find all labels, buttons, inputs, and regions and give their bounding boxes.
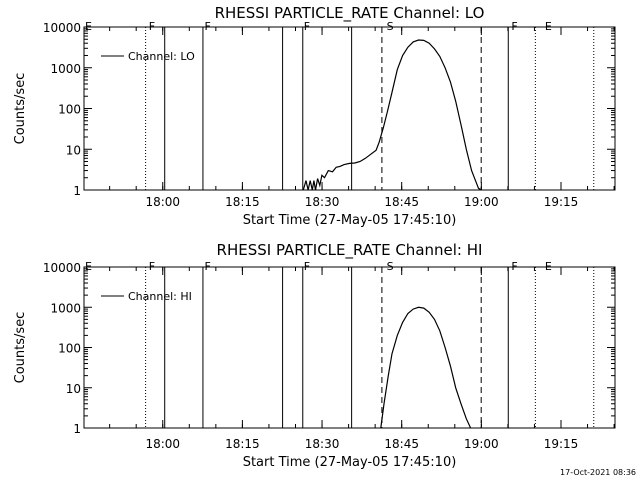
flag-label: F	[149, 260, 155, 273]
flag-label: F	[149, 20, 155, 33]
x-tick-label: 18:30	[305, 195, 340, 209]
legend-entry: Channel: HI	[128, 290, 192, 303]
y-tick-label: 10000	[43, 261, 81, 275]
y-axis-label: Counts/sec	[13, 312, 28, 384]
flag-label: F	[511, 20, 517, 33]
flag-label: S	[387, 20, 394, 33]
flag-label: E	[545, 20, 552, 33]
x-tick-label: 18:30	[305, 437, 340, 451]
chart-title: RHESSI PARTICLE_RATE Channel: HI	[217, 241, 483, 260]
y-tick-label: 100	[58, 342, 81, 356]
x-tick-label: 19:15	[544, 437, 579, 451]
flag-label: F	[204, 260, 210, 273]
y-tick-label: 10	[66, 143, 81, 157]
x-tick-label: 18:45	[384, 195, 419, 209]
x-tick-label: 18:45	[384, 437, 419, 451]
generation-timestamp: 17-Oct-2021 08:36	[560, 468, 636, 477]
flag-label: E	[85, 260, 92, 273]
flag-label: E	[545, 260, 552, 273]
flag-label: F	[304, 20, 310, 33]
x-tick-label: 18:00	[145, 437, 180, 451]
flag-label: F	[204, 20, 210, 33]
x-tick-label: 18:00	[145, 195, 180, 209]
y-tick-label: 1000	[50, 301, 81, 315]
y-tick-label: 1	[73, 422, 81, 436]
x-axis-label: Start Time (27-May-05 17:45:10)	[243, 213, 457, 228]
panel-channel-hi: RHESSI PARTICLE_RATE Channel: HI 1 10 100 10…	[13, 241, 616, 470]
series-line	[302, 39, 482, 191]
y-tick-label: 1000	[50, 62, 81, 76]
y-tick-label: 100	[58, 103, 81, 117]
flag-label: F	[304, 260, 310, 273]
flag-label: S	[387, 260, 394, 273]
panel-channel-lo: RHESSI PARTICLE_RATE Channel: LO 1 10 100 10…	[13, 4, 616, 228]
x-tick-label: 18:15	[225, 195, 260, 209]
legend-entry: Channel: LO	[128, 50, 195, 63]
x-tick-label: 18:15	[225, 437, 260, 451]
series-line	[380, 306, 472, 429]
x-axis-label: Start Time (27-May-05 17:45:10)	[243, 455, 457, 470]
chart-title: RHESSI PARTICLE_RATE Channel: LO	[215, 4, 485, 23]
y-tick-label: 10	[66, 382, 81, 396]
x-tick-label: 19:00	[464, 195, 499, 209]
x-tick-label: 19:00	[464, 437, 499, 451]
y-tick-label: 1	[73, 184, 81, 198]
flag-label: E	[85, 20, 92, 33]
y-axis-label: Counts/sec	[13, 73, 28, 145]
y-tick-label: 10000	[43, 21, 81, 35]
x-tick-label: 19:15	[544, 195, 579, 209]
flag-label: F	[511, 260, 517, 273]
